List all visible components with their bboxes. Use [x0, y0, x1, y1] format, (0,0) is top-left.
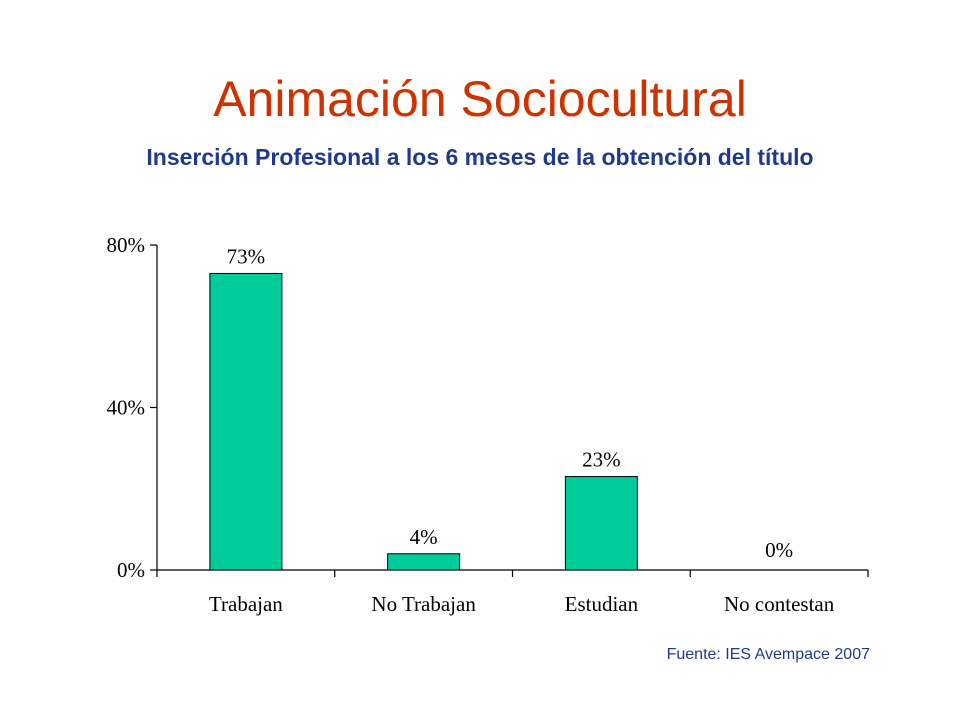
bar-no-trabajan: [387, 553, 461, 571]
y-tick-label: 80%: [107, 233, 146, 257]
category-label: Estudian: [565, 592, 639, 616]
slide-title: Animación Sociocultural: [213, 71, 747, 127]
bar-estudian: [564, 476, 638, 571]
category-label: No contestan: [724, 592, 835, 616]
bar-trabajan: [209, 272, 283, 571]
data-label: 73%: [227, 244, 266, 268]
source-note: Fuente: IES Avempace 2007: [666, 646, 870, 663]
y-tick-label: 0%: [117, 558, 145, 582]
data-label: 23%: [582, 448, 621, 472]
category-label: No Trabajan: [371, 592, 476, 616]
y-tick-label: 40%: [107, 396, 146, 420]
data-label: 4%: [410, 525, 438, 549]
data-label: 0%: [765, 538, 793, 562]
slide-subtitle: Inserción Profesional a los 6 meses de l…: [146, 144, 814, 170]
category-label: Trabajan: [209, 592, 283, 616]
